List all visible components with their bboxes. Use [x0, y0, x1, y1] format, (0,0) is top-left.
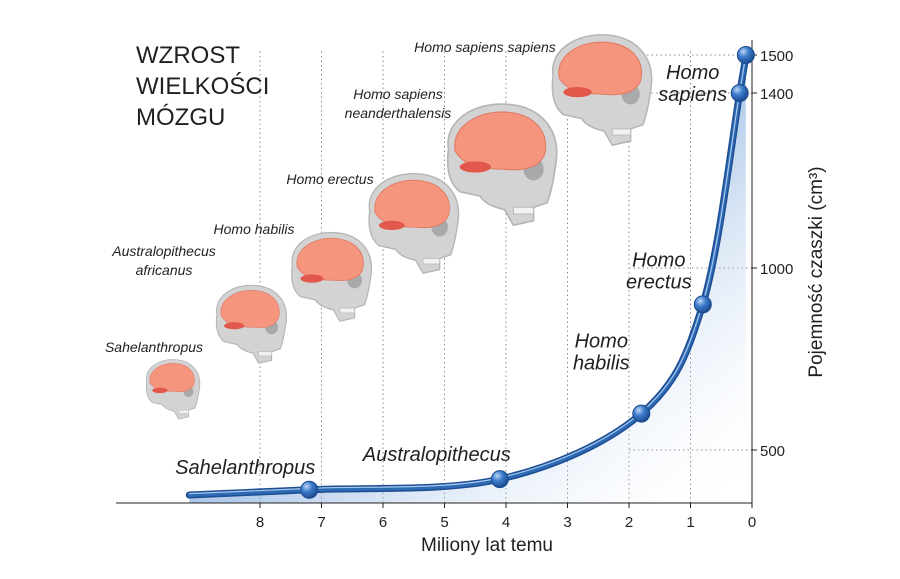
- x-tick-label: 1: [686, 514, 694, 531]
- point-label: Homo: [666, 62, 719, 84]
- x-tick-label: 4: [502, 514, 510, 531]
- y-tick-label: 1000: [760, 261, 793, 278]
- teeth: [422, 258, 441, 265]
- species-annotation: Homo sapiens sapiens: [414, 39, 556, 55]
- x-tick-labels: 8 7 6 5 4 3 2 1 0: [256, 514, 756, 531]
- x-tick-label: 8: [256, 514, 264, 531]
- skull-illustrations: Sahelanthropus Australopithecus africanus H…: [105, 34, 653, 420]
- data-point: [632, 404, 651, 423]
- point-label: erectus: [626, 271, 692, 293]
- point-label: Sahelanthropus: [175, 457, 315, 479]
- species-annotation: neanderthalensis: [345, 105, 452, 121]
- skull-illustration: [145, 359, 201, 420]
- chart-title: WZROST WIELKOŚCI MÓZGU: [136, 42, 269, 131]
- area-under-curve: [189, 55, 746, 503]
- title-line-3: MÓZGU: [136, 104, 225, 131]
- x-tick-label: 3: [563, 514, 571, 531]
- y-axis-title: Pojemność czaszki (cm³): [806, 166, 827, 377]
- teeth: [339, 307, 356, 314]
- brain-shape: [454, 111, 547, 171]
- skull-illustration: [446, 103, 558, 227]
- data-points: [300, 46, 755, 499]
- point-label: Homo: [632, 249, 685, 271]
- point-label: Homo: [575, 331, 628, 353]
- cerebellum-shape: [152, 387, 168, 394]
- cerebellum-shape: [563, 87, 592, 98]
- data-point: [300, 480, 319, 499]
- title-line-1: WZROST: [136, 42, 240, 69]
- cerebellum-shape: [300, 274, 324, 283]
- skull-illustration: [291, 232, 373, 322]
- x-tick-label: 7: [317, 514, 325, 531]
- data-point: [730, 84, 749, 102]
- x-tick-label: 6: [379, 514, 387, 531]
- cerebellum-shape: [459, 161, 492, 173]
- point-labels: SahelanthropusAustralopithecusHomohabili…: [175, 62, 727, 479]
- point-label: habilis: [573, 353, 630, 375]
- species-annotation: Australopithecus: [111, 243, 216, 259]
- y-tick-label: 1400: [760, 86, 793, 103]
- species-annotation: Homo sapiens: [353, 86, 443, 102]
- teeth: [178, 409, 189, 414]
- data-point: [736, 46, 755, 64]
- title-line-2: WIELKOŚCI: [136, 72, 269, 100]
- y-tick-labels: 500 1000 1400 1500: [760, 48, 793, 460]
- x-tick-label: 0: [748, 514, 756, 531]
- y-tick-label: 500: [760, 443, 785, 460]
- teeth: [258, 351, 272, 357]
- data-point: [693, 295, 712, 314]
- point-label: Australopithecus: [362, 444, 511, 466]
- cerebellum-shape: [224, 322, 245, 330]
- teeth: [611, 128, 632, 136]
- skull-illustration: [368, 173, 460, 274]
- species-annotation: Homo erectus: [286, 171, 373, 187]
- skull-illustration: [551, 34, 653, 147]
- cerebellum-shape: [378, 220, 405, 230]
- species-annotation: africanus: [136, 262, 193, 278]
- data-point: [490, 470, 509, 489]
- teeth: [512, 206, 535, 215]
- species-annotation: Homo habilis: [214, 221, 295, 237]
- point-label: sapiens: [658, 84, 727, 106]
- skull-illustration: [215, 284, 287, 364]
- y-tick-label: 1500: [760, 48, 793, 65]
- x-tick-label: 2: [625, 514, 633, 531]
- area-fill: [189, 55, 746, 503]
- x-axis-title: Miliony lat temu: [421, 535, 553, 556]
- axes: [116, 40, 757, 508]
- species-annotation: Sahelanthropus: [105, 339, 203, 355]
- x-tick-label: 5: [440, 514, 448, 531]
